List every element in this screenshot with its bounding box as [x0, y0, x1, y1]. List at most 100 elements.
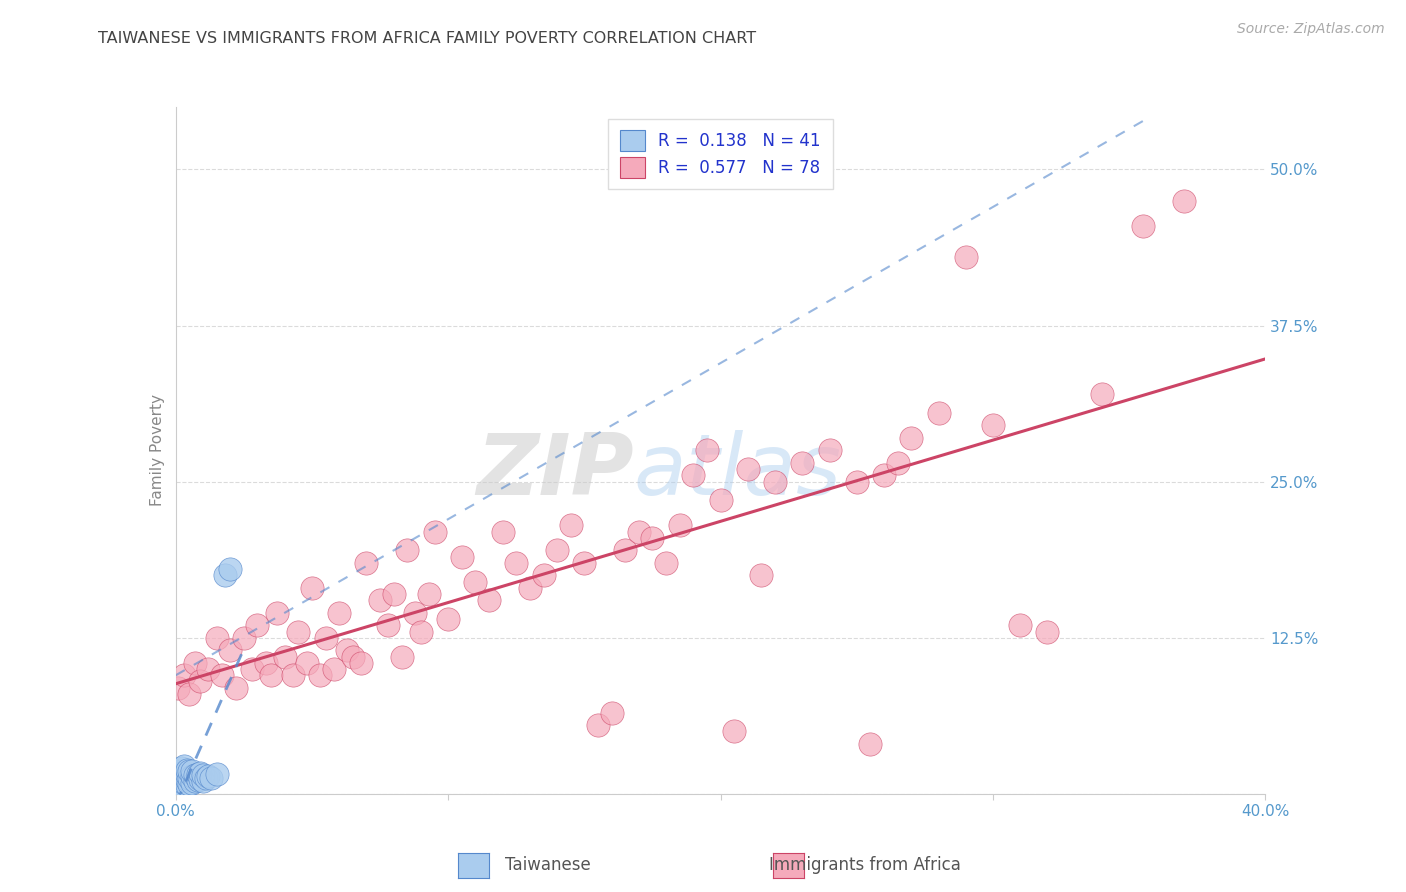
- Point: [173, 759, 195, 773]
- Point: [170, 771, 193, 785]
- Point: [668, 518, 690, 533]
- Point: [710, 493, 733, 508]
- Point: [377, 618, 399, 632]
- Point: [173, 668, 195, 682]
- Point: [423, 524, 446, 539]
- Point: [627, 524, 650, 539]
- Point: [350, 656, 373, 670]
- Point: [225, 681, 247, 695]
- Point: [219, 643, 242, 657]
- Point: [167, 764, 190, 779]
- Point: [301, 581, 323, 595]
- Point: [859, 737, 882, 751]
- Legend: R =  0.138   N = 41, R =  0.577   N = 78: R = 0.138 N = 41, R = 0.577 N = 78: [609, 119, 832, 189]
- Point: [205, 631, 228, 645]
- Point: [287, 624, 309, 639]
- Point: [240, 662, 263, 676]
- Point: [955, 250, 977, 264]
- Point: [723, 724, 745, 739]
- Point: [167, 783, 190, 797]
- Point: [219, 562, 242, 576]
- Point: [418, 587, 440, 601]
- Point: [600, 706, 623, 720]
- Point: [751, 568, 773, 582]
- Point: [845, 475, 868, 489]
- Point: [315, 631, 337, 645]
- Point: [281, 668, 304, 682]
- Point: [614, 543, 637, 558]
- Point: [184, 768, 207, 782]
- Point: [928, 406, 950, 420]
- Point: [1173, 194, 1195, 208]
- Text: TAIWANESE VS IMMIGRANTS FROM AFRICA FAMILY POVERTY CORRELATION CHART: TAIWANESE VS IMMIGRANTS FROM AFRICA FAMI…: [98, 31, 756, 46]
- Point: [173, 780, 195, 795]
- Point: [173, 765, 195, 780]
- Point: [655, 556, 678, 570]
- Point: [197, 662, 219, 676]
- Point: [170, 783, 193, 797]
- Point: [1010, 618, 1032, 632]
- Y-axis label: Family Poverty: Family Poverty: [149, 394, 165, 507]
- Point: [214, 568, 236, 582]
- Point: [391, 649, 413, 664]
- Point: [167, 681, 190, 695]
- Point: [266, 606, 288, 620]
- Point: [368, 593, 391, 607]
- Point: [176, 768, 198, 782]
- Point: [328, 606, 350, 620]
- Point: [188, 674, 211, 689]
- Point: [179, 764, 201, 779]
- Point: [254, 656, 277, 670]
- Point: [336, 643, 359, 657]
- Point: [1132, 219, 1154, 233]
- Point: [260, 668, 283, 682]
- Point: [356, 556, 378, 570]
- Point: [173, 771, 195, 785]
- Point: [232, 631, 254, 645]
- Point: [696, 443, 718, 458]
- Point: [478, 593, 501, 607]
- Point: [167, 768, 190, 782]
- Text: Taiwanese: Taiwanese: [506, 856, 591, 874]
- Point: [184, 774, 207, 789]
- Point: [1036, 624, 1059, 639]
- Point: [176, 778, 198, 792]
- Point: [309, 668, 332, 682]
- Point: [170, 761, 193, 775]
- Point: [382, 587, 405, 601]
- Point: [409, 624, 432, 639]
- Point: [186, 773, 209, 788]
- Point: [167, 780, 190, 794]
- Point: [197, 769, 219, 783]
- Point: [194, 771, 217, 785]
- Point: [792, 456, 814, 470]
- Point: [322, 662, 344, 676]
- Point: [191, 774, 214, 789]
- Point: [181, 764, 204, 779]
- Point: [586, 718, 609, 732]
- Point: [533, 568, 555, 582]
- Point: [818, 443, 841, 458]
- Point: [574, 556, 596, 570]
- Point: [176, 763, 198, 777]
- Point: [450, 549, 472, 564]
- Point: [900, 431, 922, 445]
- Point: [170, 765, 193, 780]
- Point: [184, 656, 207, 670]
- Text: Immigrants from Africa: Immigrants from Africa: [769, 856, 960, 874]
- Point: [464, 574, 486, 589]
- Point: [737, 462, 759, 476]
- Point: [246, 618, 269, 632]
- Point: [546, 543, 568, 558]
- Point: [188, 765, 211, 780]
- Point: [763, 475, 786, 489]
- Point: [205, 767, 228, 781]
- Point: [437, 612, 460, 626]
- Point: [179, 771, 201, 785]
- Point: [179, 687, 201, 701]
- Point: [181, 775, 204, 789]
- Point: [274, 649, 297, 664]
- Point: [186, 767, 209, 781]
- Text: ZIP: ZIP: [475, 430, 633, 513]
- Text: Source: ZipAtlas.com: Source: ZipAtlas.com: [1237, 22, 1385, 37]
